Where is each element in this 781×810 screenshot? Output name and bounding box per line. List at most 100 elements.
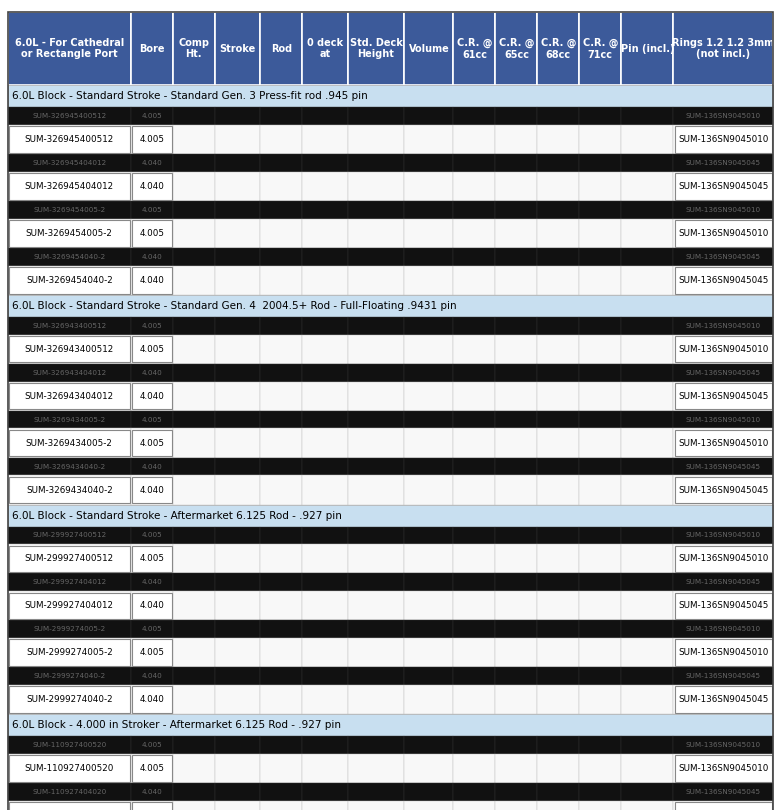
Bar xyxy=(537,667,580,685)
Bar xyxy=(260,411,302,428)
Bar xyxy=(405,754,454,783)
Text: SUM-136SN9045010: SUM-136SN9045010 xyxy=(686,113,761,119)
Bar xyxy=(537,12,580,85)
Bar xyxy=(454,219,495,248)
Bar xyxy=(9,173,130,200)
Bar xyxy=(8,382,130,411)
Bar xyxy=(8,526,130,544)
Bar xyxy=(405,736,454,754)
Text: SUM-110927400520: SUM-110927400520 xyxy=(25,764,114,774)
Text: 4.040: 4.040 xyxy=(139,485,164,495)
Bar xyxy=(302,801,348,810)
Bar xyxy=(132,267,172,294)
Text: SUM-136SN9045045: SUM-136SN9045045 xyxy=(686,160,761,166)
Bar xyxy=(130,458,173,475)
Bar xyxy=(405,248,454,266)
Bar xyxy=(673,475,773,505)
Bar xyxy=(537,801,580,810)
Bar xyxy=(130,620,173,638)
Text: SUM-326945400512: SUM-326945400512 xyxy=(32,113,106,119)
Bar xyxy=(260,573,302,591)
Text: 0 deck
at: 0 deck at xyxy=(307,38,343,59)
Bar xyxy=(537,172,580,201)
Bar xyxy=(348,172,405,201)
Text: SUM-136SN9045045: SUM-136SN9045045 xyxy=(678,695,769,705)
Bar xyxy=(621,335,673,364)
Bar xyxy=(537,125,580,154)
Bar xyxy=(454,248,495,266)
Text: 6.0L - For Cathedral
or Rectangle Port: 6.0L - For Cathedral or Rectangle Port xyxy=(15,38,124,59)
Bar xyxy=(260,219,302,248)
Bar xyxy=(130,125,173,154)
Bar xyxy=(130,801,173,810)
Text: 4.005: 4.005 xyxy=(139,438,164,448)
Text: Comp
Ht.: Comp Ht. xyxy=(178,38,209,59)
Text: SUM-3269434005-2: SUM-3269434005-2 xyxy=(33,416,105,423)
Bar xyxy=(348,154,405,172)
Bar xyxy=(454,172,495,201)
Bar xyxy=(673,12,773,85)
Bar xyxy=(621,317,673,335)
Bar xyxy=(260,12,302,85)
Bar xyxy=(302,783,348,801)
Bar xyxy=(8,505,773,526)
Text: 4.005: 4.005 xyxy=(141,626,162,633)
Bar xyxy=(405,201,454,219)
Bar xyxy=(8,544,130,573)
Bar xyxy=(260,154,302,172)
Bar xyxy=(130,573,173,591)
Bar xyxy=(215,107,260,125)
Bar xyxy=(130,172,173,201)
Bar xyxy=(348,335,405,364)
Bar xyxy=(348,428,405,458)
Bar xyxy=(454,154,495,172)
Bar xyxy=(9,756,130,782)
Bar xyxy=(495,219,537,248)
Bar xyxy=(132,593,172,620)
Bar xyxy=(405,125,454,154)
Text: SUM-136SN9045010: SUM-136SN9045010 xyxy=(686,416,761,423)
Bar xyxy=(302,685,348,714)
Text: SUM-136SN9045045: SUM-136SN9045045 xyxy=(678,485,769,495)
Bar xyxy=(8,248,130,266)
Bar xyxy=(132,803,172,810)
Bar xyxy=(621,591,673,620)
Bar xyxy=(302,317,348,335)
Bar xyxy=(621,685,673,714)
Bar xyxy=(621,266,673,295)
Bar xyxy=(173,107,215,125)
Bar xyxy=(673,335,773,364)
Bar xyxy=(8,783,130,801)
Bar xyxy=(495,12,537,85)
Text: SUM-136SN9045045: SUM-136SN9045045 xyxy=(678,275,769,285)
Text: 4.005: 4.005 xyxy=(139,648,164,658)
Bar xyxy=(130,685,173,714)
Text: SUM-326945400512: SUM-326945400512 xyxy=(25,134,114,144)
Bar xyxy=(130,201,173,219)
Bar xyxy=(405,382,454,411)
Bar xyxy=(8,667,130,685)
Bar xyxy=(495,638,537,667)
Bar xyxy=(495,736,537,754)
Bar xyxy=(495,125,537,154)
Bar xyxy=(173,12,215,85)
Bar xyxy=(9,430,130,457)
Bar xyxy=(537,458,580,475)
Text: SUM-3269454040-2: SUM-3269454040-2 xyxy=(33,254,105,260)
Bar xyxy=(673,154,773,172)
Bar xyxy=(260,591,302,620)
Bar xyxy=(673,172,773,201)
Bar xyxy=(673,736,773,754)
Bar xyxy=(621,107,673,125)
Text: Pin (incl.): Pin (incl.) xyxy=(621,44,674,53)
Bar xyxy=(405,685,454,714)
Bar xyxy=(580,125,621,154)
Bar xyxy=(673,754,773,783)
Bar xyxy=(8,172,130,201)
Bar xyxy=(580,266,621,295)
Bar xyxy=(173,620,215,638)
Bar xyxy=(8,638,130,667)
Bar xyxy=(173,317,215,335)
Bar xyxy=(495,591,537,620)
Bar xyxy=(173,219,215,248)
